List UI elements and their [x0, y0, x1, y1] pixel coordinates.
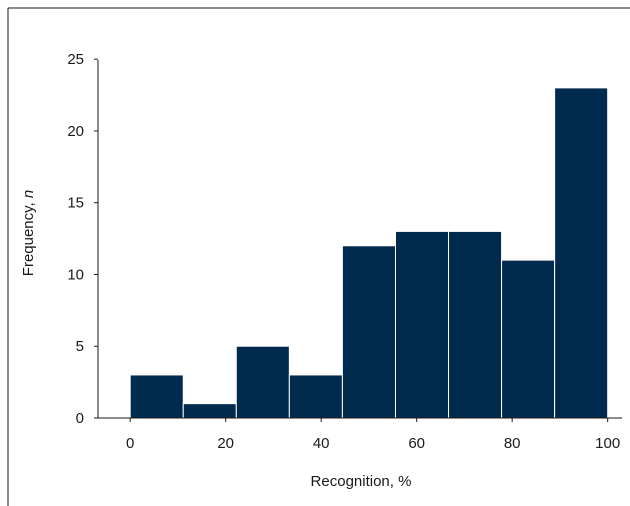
- y-axis-label-variable: n: [20, 190, 37, 198]
- histogram-bar: [235, 345, 290, 419]
- histogram-bar: [394, 230, 450, 419]
- histogram-bar: [341, 245, 396, 419]
- tick-labels: 0 5 10 15 20 25 0 20 40 60 80 100: [67, 51, 620, 452]
- histogram-bar: [554, 87, 609, 419]
- histogram-bars: [129, 87, 609, 419]
- chart-axes: [94, 58, 622, 422]
- x-tick-label: 60: [408, 435, 425, 452]
- histogram-bar: [448, 230, 503, 419]
- histogram-bar: [182, 403, 237, 419]
- y-tick-label: 0: [76, 410, 84, 427]
- histogram-bar: [288, 374, 343, 419]
- x-tick-label: 40: [313, 435, 330, 452]
- x-tick-label: 20: [217, 435, 234, 452]
- histogram-bar: [501, 259, 556, 419]
- x-tick-label: 0: [126, 435, 134, 452]
- y-tick-label: 15: [67, 195, 84, 212]
- y-tick-label: 25: [67, 51, 84, 68]
- y-tick-label: 5: [76, 338, 84, 355]
- x-tick-label: 80: [504, 435, 521, 452]
- y-tick-label: 20: [67, 123, 84, 140]
- x-tick-label: 100: [595, 435, 620, 452]
- x-axis-label: Recognition, %: [311, 473, 412, 490]
- chart-frame: [7, 7, 630, 506]
- y-tick-label: 10: [67, 266, 84, 283]
- y-axis-label-main: Frequency,: [20, 198, 37, 276]
- histogram-bar: [129, 374, 184, 419]
- y-axis-label: Frequency, n: [20, 190, 37, 276]
